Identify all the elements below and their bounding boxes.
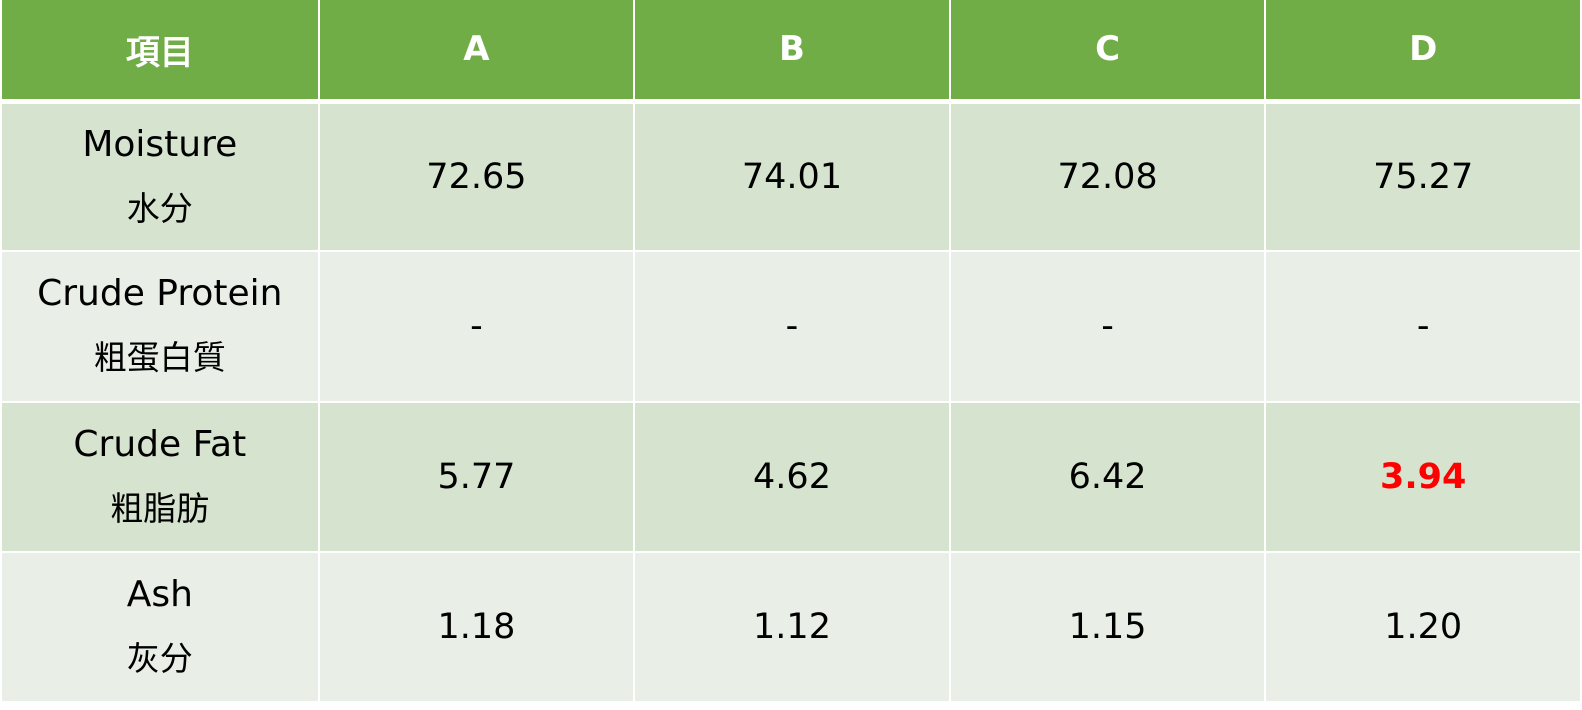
cell-value: 72.65 [426, 156, 527, 197]
header-col-c: C [948, 0, 1267, 104]
cell-value: 5.77 [437, 456, 516, 497]
table-cell: - [633, 251, 951, 403]
cell-value: 6.42 [1068, 456, 1147, 497]
header-col-d: D [1264, 0, 1582, 104]
table-row-crude-fat: Crude Fat 粗脂肪 5.77 4.62 6.42 3.94 [0, 401, 1582, 553]
table-cell: 6.42 [948, 401, 1267, 553]
header-col-a: A [317, 0, 636, 104]
table-cell: 1.12 [633, 551, 951, 704]
row-label-zh: 粗脂肪 [110, 488, 210, 528]
cell-value: 1.15 [1068, 606, 1147, 647]
table-cell: 5.77 [317, 401, 636, 553]
table-row-ash: Ash 灰分 1.18 1.12 1.15 1.20 [0, 551, 1582, 704]
row-label-zh: 灰分 [126, 638, 193, 678]
cell-value: - [1416, 306, 1430, 347]
row-label-zh: 水分 [126, 188, 193, 228]
cell-value: 75.27 [1373, 156, 1474, 197]
table-cell: 74.01 [633, 101, 951, 253]
table-cell: 1.15 [948, 551, 1267, 704]
cell-value: - [785, 306, 799, 347]
table-cell: - [1264, 251, 1582, 403]
table-cell: 1.18 [317, 551, 636, 704]
row-label: Crude Protein 粗蛋白質 [0, 251, 320, 403]
row-label: Ash 灰分 [0, 551, 320, 704]
table-cell: - [317, 251, 636, 403]
header-item: 項目 [0, 0, 320, 104]
row-label-en: Ash [126, 573, 193, 615]
table-cell-highlight: 3.94 [1264, 401, 1582, 553]
row-label: Crude Fat 粗脂肪 [0, 401, 320, 553]
header-col-b: B [633, 0, 951, 104]
header-row: 項目 A B C D [0, 0, 1582, 104]
cell-value: 4.62 [753, 456, 831, 497]
row-label-en: Crude Protein [37, 273, 283, 315]
row-label-en: Crude Fat [73, 423, 247, 465]
table-cell: 72.08 [948, 101, 1267, 253]
cell-value: - [470, 306, 483, 347]
table-cell: 4.62 [633, 401, 951, 553]
cell-value-highlight: 3.94 [1380, 456, 1467, 497]
cell-value: 1.20 [1384, 606, 1463, 647]
row-label: Moisture 水分 [0, 101, 320, 253]
table-cell: 1.20 [1264, 551, 1582, 704]
table-cell: 75.27 [1264, 101, 1582, 253]
cell-value: 74.01 [741, 156, 843, 197]
cell-value: 1.12 [753, 606, 831, 647]
row-label-en: Moisture [82, 123, 238, 165]
table-row-moisture: Moisture 水分 72.65 74.01 72.08 75.27 [0, 101, 1582, 253]
cell-value: 72.08 [1057, 156, 1158, 197]
table-cell: - [948, 251, 1267, 403]
cell-value: - [1101, 306, 1114, 347]
row-label-zh: 粗蛋白質 [93, 338, 226, 378]
table-cell: 72.65 [317, 101, 636, 253]
table-row-crude-protein: Crude Protein 粗蛋白質 - - - - [0, 251, 1582, 403]
cell-value: 1.18 [437, 606, 516, 647]
